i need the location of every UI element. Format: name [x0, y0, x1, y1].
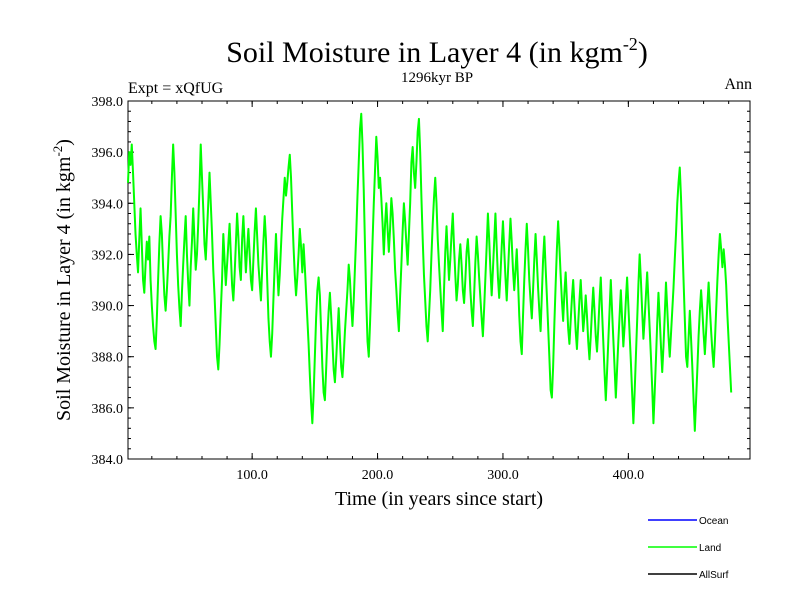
chart-subtitle: 1296kyr BP — [401, 70, 473, 86]
x-tick-label: 300.0 — [487, 468, 519, 483]
y-tick-label: 388.0 — [92, 351, 124, 366]
legend-label-ocean: Ocean — [699, 516, 728, 527]
y-tick-label: 394.0 — [92, 197, 124, 212]
x-tick-label: 400.0 — [613, 468, 645, 483]
y-tick-label: 396.0 — [92, 146, 124, 161]
season-label: Ann — [724, 76, 752, 93]
y-tick-label: 390.0 — [92, 300, 124, 315]
y-axis-label-sup: -2 — [50, 146, 65, 157]
chart-title: Soil Moisture in Layer 4 (in kgm-2) — [226, 34, 648, 69]
legend-label-allsurf: AllSurf — [699, 570, 729, 581]
plot-frame — [127, 100, 751, 460]
series-group — [127, 112, 733, 432]
y-axis: 384.0 386.0 388.0 390.0 392.0 394.0 396.0 398.0 — [92, 95, 750, 468]
legend: Ocean Land AllSurf — [648, 516, 729, 581]
y-axis-label: Soil Moisture in Layer 4 (in kgm-2) — [50, 139, 75, 421]
series-line-land — [127, 112, 733, 432]
y-axis-label-close: ) — [53, 139, 75, 146]
legend-label-land: Land — [699, 543, 721, 554]
y-tick-label: 384.0 — [92, 453, 124, 468]
y-tick-label: 386.0 — [92, 402, 124, 417]
chart-title-main: Soil Moisture in Layer 4 (in kgm — [226, 36, 623, 69]
x-tick-label: 100.0 — [236, 468, 268, 483]
x-tick-label: 200.0 — [362, 468, 394, 483]
chart-title-sup: -2 — [623, 34, 638, 54]
x-axis: 100.0 200.0 300.0 400.0 — [151, 101, 730, 483]
y-axis-label-main: Soil Moisture in Layer 4 (in kgm — [53, 156, 75, 421]
experiment-label: Expt = xQfUG — [128, 80, 224, 97]
y-tick-label: 398.0 — [92, 95, 124, 110]
y-tick-label: 392.0 — [92, 248, 124, 263]
x-axis-label: Time (in years since start) — [335, 488, 543, 510]
chart-title-close: ) — [638, 36, 648, 69]
